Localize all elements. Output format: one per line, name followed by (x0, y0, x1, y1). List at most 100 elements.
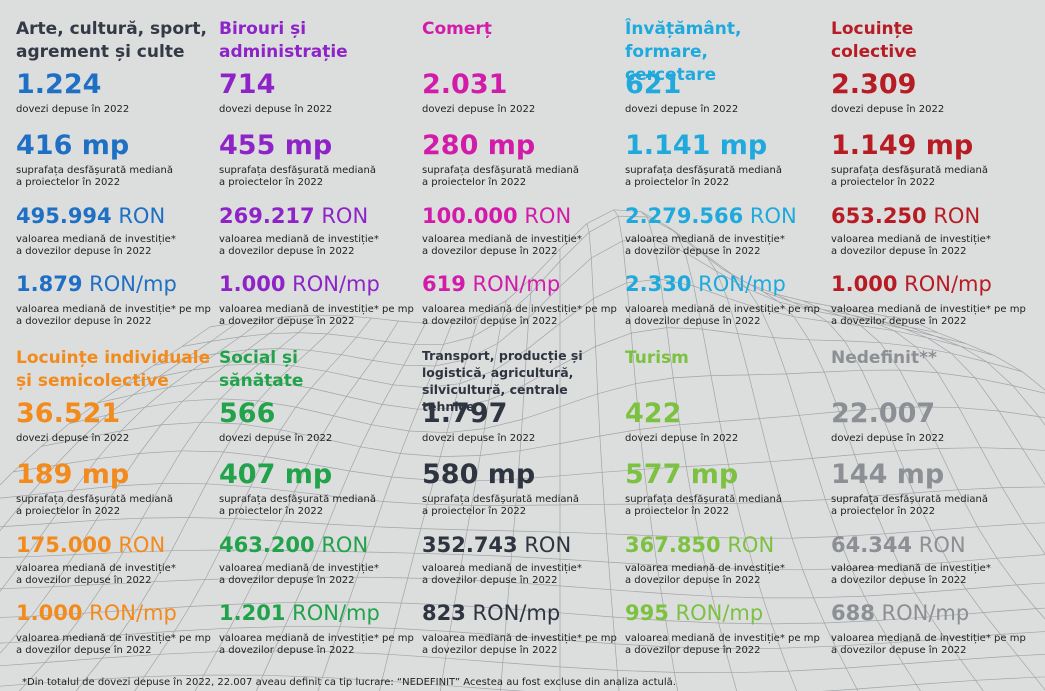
category-block: Nedefinit** 22.007 dovezi depuse în 2022 14… (831, 347, 1031, 667)
stat-caption: dovezi depuse în 2022 (16, 433, 130, 444)
stat-number: 621 (625, 69, 682, 100)
stat-number: 619 (422, 272, 466, 296)
stat-unit: RON (314, 204, 369, 228)
stat-unit: RON/mp (82, 272, 177, 296)
investment-per-sqm-value: 2.330 RON/mp (625, 271, 786, 297)
stat-number: 577 mp (625, 459, 739, 490)
stat-caption: dovezi depuse în 2022 (831, 433, 945, 444)
stat-caption: suprafața desfășurată mediană a proiecte… (422, 165, 579, 188)
category-block: Turism 422 dovezi depuse în 2022 577 mp supr… (625, 347, 825, 667)
stat-caption: valoarea mediană de investiție* pe mp a … (422, 304, 617, 327)
stat-number: 22.007 (831, 398, 936, 429)
investment-value: 175.000 RON (16, 532, 165, 558)
stat-caption: suprafața desfășurată mediană a proiecte… (625, 494, 782, 517)
stat-number: 580 mp (422, 459, 536, 490)
stat-number: 1.879 (16, 272, 83, 296)
stat-caption: valoarea mediană de investiție* pe mp a … (625, 304, 820, 327)
stat-number: 175.000 (16, 533, 112, 557)
investment-per-sqm-value: 1.000 RON/mp (831, 271, 992, 297)
investment-value: 2.279.566 RON (625, 203, 797, 229)
stat-unit: RON (720, 533, 775, 557)
category-title: Comerț (422, 19, 492, 39)
category-block: Arte, cultură, sport, agrement și culte 1… (16, 18, 216, 338)
stat-caption: valoarea mediană de investiție* a dovezi… (422, 234, 582, 257)
area-value: 416 mp (16, 131, 129, 161)
investment-per-sqm-value: 688 RON/mp (831, 600, 969, 626)
stat-caption: valoarea mediană de investiție* pe mp a … (219, 633, 414, 656)
count-value: 422 (625, 399, 681, 429)
stat-number: 407 mp (219, 459, 333, 490)
category-block: Transport, producție și logistică, agric… (422, 347, 622, 667)
stat-unit: RON (314, 533, 369, 557)
investment-per-sqm-value: 1.000 RON/mp (16, 600, 177, 626)
stat-number: 688 (831, 601, 875, 625)
stat-number: 269.217 (219, 204, 315, 228)
category-title: Nedefinit** (831, 348, 937, 368)
stat-unit: RON (111, 204, 166, 228)
stat-caption: valoarea mediană de investiție* a dovezi… (16, 563, 176, 586)
stat-number: 1.149 mp (831, 130, 974, 161)
stat-unit: RON (743, 204, 797, 228)
area-value: 1.149 mp (831, 131, 973, 161)
category-block: Locuințe individuale și semicolective 36.… (16, 347, 216, 667)
count-value: 36.521 (16, 399, 120, 429)
stat-number: 653.250 (831, 204, 927, 228)
category-block: Învățământ, formare, cercetare 621 dovezi … (625, 18, 825, 338)
stat-number: 2.309 (831, 69, 917, 100)
category-title: Transport, producție și logistică, agric… (422, 348, 583, 414)
stat-unit: RON/mp (897, 272, 992, 296)
stat-caption: dovezi depuse în 2022 (219, 433, 333, 444)
category-block: Comerț 2.031 dovezi depuse în 2022 280 mp su… (422, 18, 622, 338)
stat-caption: valoarea mediană de investiție* a dovezi… (831, 234, 991, 257)
category-title: Locuințe individuale și semicolective (16, 348, 211, 391)
stat-caption: valoarea mediană de investiție* pe mp a … (16, 633, 211, 656)
stat-number: 1.797 (422, 398, 508, 429)
area-value: 280 mp (422, 131, 535, 161)
stat-number: 189 mp (16, 459, 130, 490)
category-title: Social și sănătate (219, 348, 304, 391)
stat-unit: RON/mp (82, 601, 177, 625)
category-block: Birouri și administrație 714 dovezi depuse… (219, 18, 419, 338)
count-value: 22.007 (831, 399, 935, 429)
stat-number: 1.201 (219, 601, 286, 625)
area-value: 580 mp (422, 460, 535, 490)
stat-unit: RON (926, 204, 981, 228)
count-value: 1.797 (422, 399, 507, 429)
stat-number: 36.521 (16, 398, 121, 429)
stat-caption: suprafața desfășurată mediană a proiecte… (625, 165, 782, 188)
stat-number: 455 mp (219, 130, 333, 161)
stat-caption: suprafața desfășurată mediană a proiecte… (422, 494, 579, 517)
investment-value: 269.217 RON (219, 203, 368, 229)
stat-caption: valoarea mediană de investiție* pe mp a … (219, 304, 414, 327)
stat-caption: dovezi depuse în 2022 (422, 433, 536, 444)
stat-number: 280 mp (422, 130, 536, 161)
stat-unit: RON/mp (465, 601, 561, 625)
stat-unit: RON/mp (285, 272, 380, 296)
count-value: 714 (219, 70, 275, 100)
investment-value: 653.250 RON (831, 203, 980, 229)
investment-value: 100.000 RON (422, 203, 571, 229)
stat-number: 100.000 (422, 204, 518, 228)
stat-caption: valoarea mediană de investiție* a dovezi… (422, 563, 582, 586)
category-title: Turism (625, 348, 689, 368)
stat-number: 2.031 (422, 69, 508, 100)
stat-caption: dovezi depuse în 2022 (831, 104, 945, 115)
investment-per-sqm-value: 823 RON/mp (422, 600, 560, 626)
investment-value: 352.743 RON (422, 532, 571, 558)
area-value: 1.141 mp (625, 131, 767, 161)
area-value: 455 mp (219, 131, 332, 161)
category-title: Învățământ, formare, cercetare (625, 19, 742, 85)
stat-unit: RON (111, 533, 166, 557)
stat-number: 1.000 (219, 272, 286, 296)
stat-number: 495.994 (16, 204, 112, 228)
area-value: 577 mp (625, 460, 738, 490)
stat-caption: valoarea mediană de investiție* pe mp a … (625, 633, 820, 656)
stat-caption: valoarea mediană de investiție* pe mp a … (831, 633, 1026, 656)
stat-unit: RON/mp (874, 601, 970, 625)
stat-caption: valoarea mediană de investiție* a dovezi… (625, 563, 785, 586)
stat-number: 422 (625, 398, 682, 429)
stat-caption: dovezi depuse în 2022 (219, 104, 333, 115)
stat-caption: suprafața desfășurată mediană a proiecte… (16, 165, 173, 188)
stat-number: 367.850 (625, 533, 721, 557)
